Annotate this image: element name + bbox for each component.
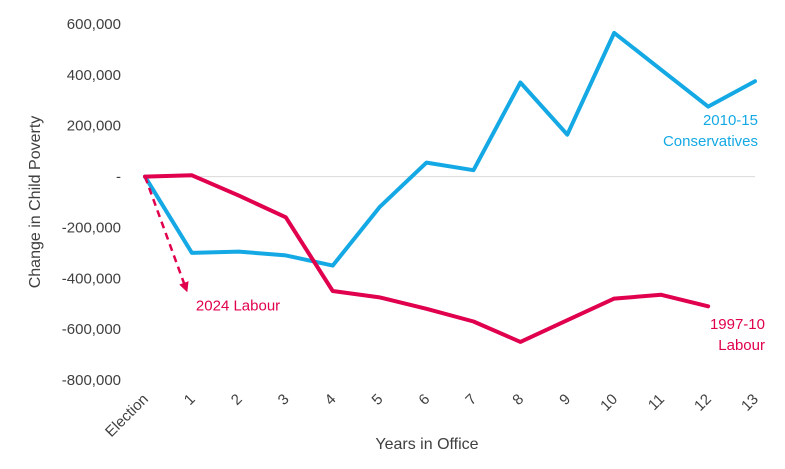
x-tick-label: 3 [275,391,293,409]
series-labels: 2010-15 Conservatives 1997-10 Labour [663,112,765,354]
x-axis: Election 1 2 3 4 5 6 7 8 9 10 11 12 13 [102,391,762,441]
x-tick-label: 6 [415,391,433,409]
x-tick-label: 10 [597,391,621,415]
annotation-layer: 2024 Labour [143,176,280,314]
x-tick-label: Election [102,391,152,441]
x-tick-label: 4 [322,391,340,409]
series-label-line: 1997-10 [710,316,765,333]
y-tick-label: 200,000 [67,118,121,135]
x-tick-label: 1 [181,391,199,409]
y-tick-label: - [116,169,121,186]
series-label-line: Conservatives [663,133,758,150]
series-lines [143,30,757,344]
annotation-label: 2024 Labour [196,297,280,314]
y-tick-label: -600,000 [62,321,121,338]
y-tick-label: -200,000 [62,219,121,236]
x-tick-label: 9 [556,391,574,409]
x-tick-label: 12 [691,391,715,415]
y-tick-label: -800,000 [62,372,121,389]
y-tick-label: -400,000 [62,270,121,287]
x-tick-label: 8 [509,391,527,409]
x-axis-title: Years in Office [375,436,478,453]
series-label-line: Labour [718,337,765,354]
y-tick-label: 600,000 [67,16,121,33]
x-tick-label: 2 [228,391,246,409]
y-tick-label: 400,000 [67,67,121,84]
x-tick-label: 7 [462,391,480,409]
series-label-line: 2010-15 [703,112,758,129]
y-axis: 600,000 400,000 200,000 - -200,000 -400,000 -6… [62,16,121,389]
annotation-arrow [143,176,189,293]
x-tick-label: 5 [369,391,387,409]
x-tick-label: 11 [645,391,668,414]
series-label-2010-15-conservatives: 2010-15 Conservatives [663,112,758,150]
series-line-2010-15-conservatives [143,30,757,268]
x-tick-label: 13 [738,391,762,415]
series-line-1997-10-labour [143,173,711,344]
y-axis-title: Change in Child Poverty [27,116,44,289]
series-label-1997-10-labour: 1997-10 Labour [710,316,765,354]
